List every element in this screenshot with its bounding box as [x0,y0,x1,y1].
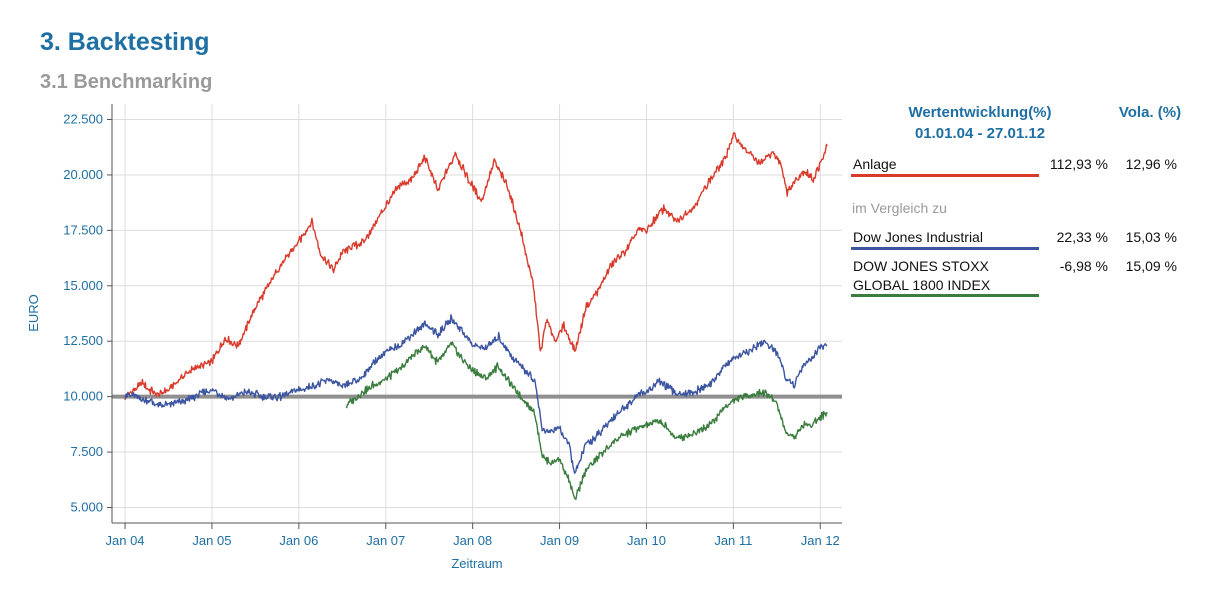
page-subtitle: 3.1 Benchmarking [40,71,213,93]
series-layer [124,132,828,500]
y-tick-label: 7.500 [70,444,103,459]
legend-header-period: 01.01.04 - 27.01.12 [914,125,1046,142]
y-tick-label: 20.000 [63,167,103,182]
y-tick-label: 22.500 [63,112,103,127]
legend-row-stoxx-name-line2: GLOBAL 1800 INDEX [853,277,991,293]
y-tick-label: 15.000 [63,278,103,293]
y-tick-label: 10.000 [63,389,103,404]
series-line-stoxx-global-1800 [345,341,828,500]
y-tick-label: 5.000 [70,499,103,514]
x-tick-label: Jan 05 [192,533,231,548]
legend-header-vola: Vola. (%) [1118,104,1182,121]
legend-row-stoxx-name-line1: DOW JONES STOXX [853,258,989,274]
series-line-dow-jones-industrial [124,314,828,474]
chart-axes [107,104,842,529]
legend-swatch-anlage [851,174,1039,177]
x-tick-label: Jan 07 [366,533,405,548]
legend-swatch-stoxx [851,294,1039,297]
chart-grid [112,104,842,523]
x-tick-label: Jan 04 [106,533,145,548]
legend-row-anlage-name: Anlage [853,156,897,172]
y-axis-label: EURO [26,294,41,332]
legend-row-stoxx-vola: 15,09 % [1125,258,1177,274]
x-tick-label: Jan 09 [540,533,579,548]
x-axis-label: Zeitraum [451,556,502,571]
x-tick-label: Jan 10 [627,533,666,548]
x-tick-label: Jan 06 [279,533,318,548]
x-tick-label: Jan 11 [714,533,752,548]
legend-row-dji-vola: 15,03 % [1125,229,1177,245]
legend-row-anlage-vola: 12,96 % [1125,156,1177,172]
legend-row-dji-performance: 22,33 % [1056,229,1108,245]
legend-row-dji-name: Dow Jones Industrial [853,229,983,245]
y-tick-label: 12.500 [63,333,103,348]
legend-swatch-dji [851,247,1039,250]
page-title: 3. Backtesting [40,28,210,56]
series-line-anlage [124,132,828,401]
legend-row-anlage-performance: 112,93 % [1049,156,1108,172]
legend-compare-label: im Vergleich zu [852,200,947,216]
legend-row-stoxx-performance: -6,98 % [1059,258,1108,274]
x-tick-label: Jan 12 [801,533,840,548]
x-tick-label: Jan 08 [453,533,492,548]
tick-labels: 5.000 7.500 10.000 12.500 15.000 17.500 20.000… [63,112,840,548]
legend-header-performance: Wertentwicklung(%) [908,104,1052,121]
y-tick-label: 17.500 [63,222,103,237]
